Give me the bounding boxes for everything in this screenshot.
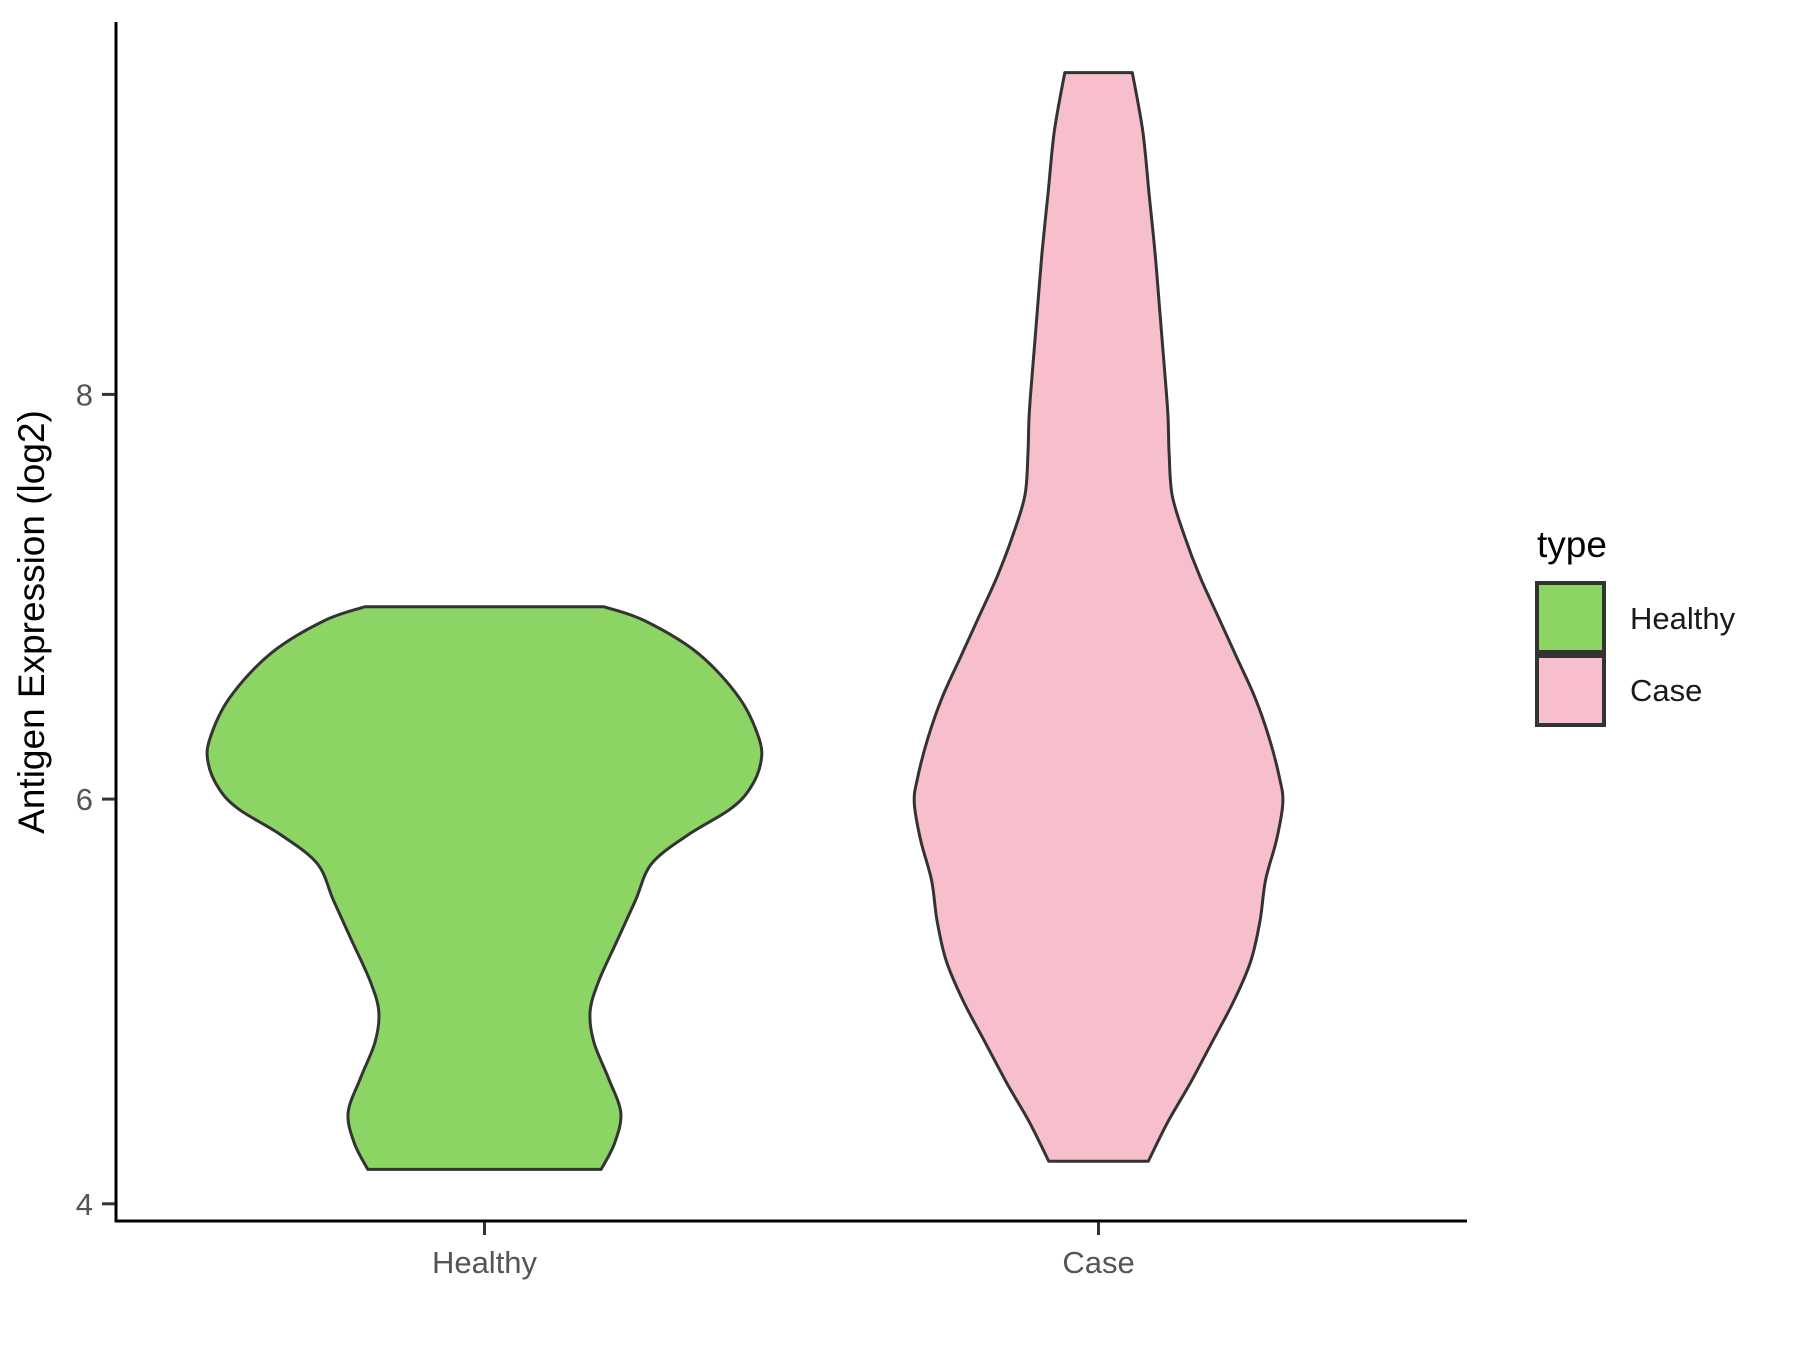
y-axis-ticks: 4 6 8 — [76, 377, 115, 1222]
legend-label-case: Case — [1630, 673, 1702, 708]
y-axis-title: Antigen Expression (log2) — [11, 410, 52, 834]
violin-healthy — [205, 605, 764, 1171]
y-tick-label: 6 — [76, 782, 93, 817]
x-axis-ticks: Healthy Case — [432, 1222, 1135, 1280]
legend-swatch-case-icon — [1535, 654, 1606, 727]
violins-layer — [205, 71, 1285, 1171]
legend: type Healthy Case — [1535, 524, 1736, 727]
legend-key-healthy: Healthy — [1535, 581, 1736, 654]
violin-case — [912, 71, 1285, 1163]
y-tick-label: 4 — [76, 1187, 93, 1222]
legend-key-case: Case — [1535, 654, 1702, 727]
legend-swatch-healthy-icon — [1535, 581, 1606, 654]
legend-label-healthy: Healthy — [1630, 601, 1736, 636]
y-tick-label: 8 — [76, 377, 93, 412]
x-category-label: Healthy — [432, 1245, 538, 1280]
x-category-label: Case — [1062, 1245, 1134, 1280]
legend-title: type — [1537, 524, 1607, 565]
